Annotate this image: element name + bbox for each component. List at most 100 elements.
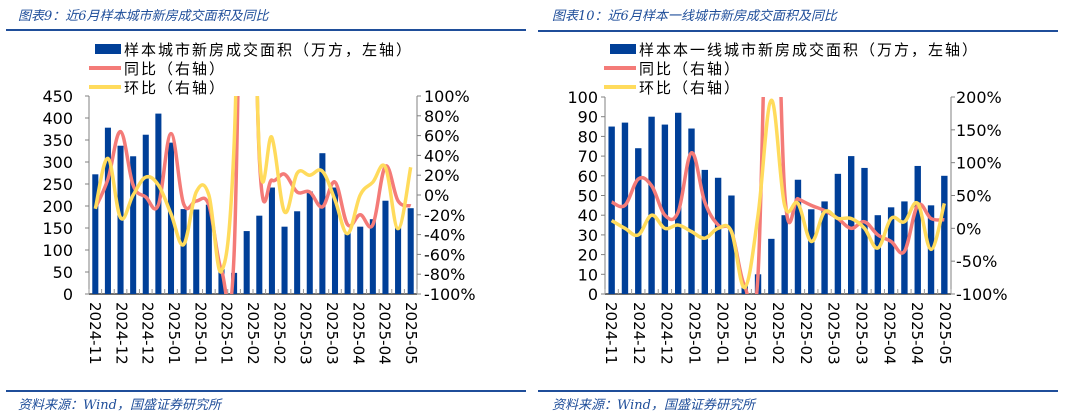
x-tick-label: 2025-02 bbox=[244, 302, 262, 365]
bar bbox=[369, 219, 376, 294]
title-rule bbox=[538, 30, 1058, 32]
x-tick-label: 2025-01 bbox=[218, 302, 236, 365]
bar bbox=[794, 179, 802, 294]
bar bbox=[781, 215, 788, 294]
x-tick-label: 2025-04 bbox=[908, 302, 926, 365]
bar bbox=[728, 195, 735, 294]
bar bbox=[319, 153, 326, 294]
left-tick-label: 70 bbox=[578, 147, 598, 166]
chart-panel-10: 图表10：近6月样本一线城市新房成交面积及同比 0 10 20 30 40 50 60 70 8… bbox=[532, 0, 1065, 417]
chart-title: 图表10：近6月样本一线城市新房成交面积及同比 bbox=[552, 9, 837, 24]
x-tick-label: 2024-12 bbox=[112, 302, 130, 365]
bar bbox=[688, 128, 695, 294]
x-tick-label: 2024-11 bbox=[602, 302, 620, 365]
bar bbox=[382, 200, 389, 294]
yoy-line bbox=[610, 97, 945, 294]
right-tick-label: 40% bbox=[424, 146, 460, 165]
right-tick-label: 200% bbox=[956, 88, 1002, 107]
x-tick-label: 2025-02 bbox=[769, 302, 787, 365]
left-tick-label: 60 bbox=[578, 167, 598, 186]
plot-area: 0 50 100 150 200 250 300 350 400 450 -100%-80%-60%… bbox=[42, 87, 475, 365]
left-tick-label: 80 bbox=[578, 127, 598, 146]
left-tick-label: 100 bbox=[42, 241, 73, 260]
bar bbox=[821, 201, 828, 294]
left-tick-label: 40 bbox=[578, 206, 598, 225]
bar bbox=[344, 232, 351, 294]
bar bbox=[701, 169, 709, 294]
bar bbox=[130, 156, 137, 294]
yoy-line bbox=[93, 96, 412, 294]
bar bbox=[294, 211, 301, 294]
x-tick-label: 2025-05 bbox=[936, 302, 954, 365]
left-tick-label: 10 bbox=[578, 265, 598, 284]
legend-swatch-bar bbox=[610, 44, 636, 54]
bar bbox=[714, 177, 722, 294]
x-tick-label: 2024-11 bbox=[86, 302, 104, 365]
right-tick-label: 100% bbox=[424, 87, 470, 106]
bar bbox=[268, 187, 275, 294]
legend-label: 环比（右轴） bbox=[124, 79, 226, 97]
x-tick-label: 2025-01 bbox=[713, 302, 731, 365]
x-tick-label: 2024-12 bbox=[630, 302, 648, 365]
bar bbox=[104, 127, 111, 295]
left-tick-label: 450 bbox=[42, 87, 73, 106]
x-tick-label: 2024-12 bbox=[139, 302, 157, 365]
bar bbox=[142, 134, 149, 294]
x-tick-label: 2025-04 bbox=[349, 302, 367, 365]
x-tick-label: 2025-01 bbox=[686, 302, 704, 365]
x-tick-label: 2025-01 bbox=[191, 302, 209, 365]
left-tick-label: 50 bbox=[53, 263, 73, 282]
legend-label: 样本本一线城市新房成交面积（万方，左轴） bbox=[639, 41, 979, 59]
left-tick-label: 150 bbox=[42, 219, 73, 238]
right-tick-label: 0% bbox=[956, 219, 981, 238]
right-tick-label: 100% bbox=[956, 154, 1002, 173]
bar bbox=[331, 187, 339, 294]
x-tick-label: 2025-03 bbox=[297, 302, 315, 365]
bar bbox=[205, 204, 212, 294]
bar bbox=[768, 238, 775, 294]
bar bbox=[180, 209, 187, 294]
left-tick-label: 0 bbox=[63, 285, 73, 304]
bar bbox=[914, 165, 921, 294]
right-tick-label: 0% bbox=[424, 186, 449, 205]
right-tick-label: 50% bbox=[956, 187, 992, 206]
legend-swatch-bar bbox=[95, 44, 121, 54]
bar bbox=[674, 112, 682, 294]
x-tick-label: 2025-03 bbox=[825, 302, 843, 365]
right-tick-label: -60% bbox=[424, 245, 465, 264]
source-note: 资料来源：Wind，国盛证券研究所 bbox=[552, 398, 755, 413]
bar bbox=[357, 226, 364, 294]
bar bbox=[218, 268, 225, 294]
bar bbox=[306, 191, 313, 294]
bar bbox=[834, 173, 842, 294]
right-tick-label: 60% bbox=[424, 127, 460, 146]
legend-label: 样本城市新房成交面积（万方，左轴） bbox=[124, 41, 413, 59]
bar bbox=[621, 122, 629, 294]
left-tick-label: 100 bbox=[567, 88, 598, 107]
right-tick-label: 80% bbox=[424, 107, 460, 126]
source-rule bbox=[538, 390, 1058, 392]
right-tick-label: 150% bbox=[956, 121, 1002, 140]
bar bbox=[395, 227, 402, 294]
mom-line bbox=[610, 98, 947, 290]
left-tick-label: 30 bbox=[578, 226, 598, 245]
left-tick-label: 250 bbox=[42, 175, 73, 194]
bar bbox=[407, 208, 414, 294]
x-tick-label: 2025-02 bbox=[270, 302, 288, 365]
x-tick-label: 2025-04 bbox=[880, 302, 898, 365]
bar bbox=[256, 215, 263, 294]
right-tick-label: -20% bbox=[424, 206, 465, 225]
bar bbox=[847, 156, 855, 294]
left-tick-label: 90 bbox=[578, 108, 598, 127]
left-tick-label: 50 bbox=[578, 187, 598, 206]
legend-label: 环比（右轴） bbox=[639, 79, 741, 97]
bar bbox=[635, 148, 642, 294]
left-tick-label: 350 bbox=[42, 131, 73, 150]
bar bbox=[193, 209, 200, 294]
mom-line bbox=[93, 96, 413, 274]
legend-label: 同比（右轴） bbox=[124, 60, 226, 78]
bar bbox=[243, 231, 250, 294]
right-tick-label: -40% bbox=[424, 226, 465, 245]
